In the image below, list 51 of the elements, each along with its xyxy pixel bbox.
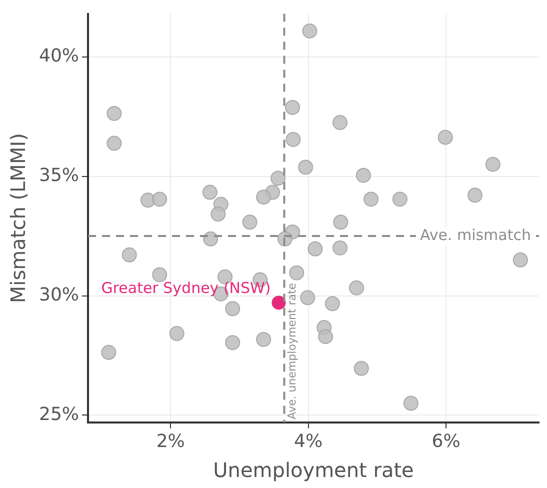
point bbox=[285, 100, 300, 115]
point bbox=[289, 265, 304, 280]
point bbox=[106, 136, 122, 151]
y-tick-label: 30% bbox=[38, 284, 80, 306]
point bbox=[300, 290, 316, 306]
point bbox=[225, 301, 240, 316]
point bbox=[242, 214, 258, 230]
point bbox=[256, 332, 272, 347]
x-tick-label: 6% bbox=[432, 430, 460, 452]
point bbox=[298, 160, 314, 175]
point bbox=[169, 326, 184, 342]
ref-line-label: Ave. unemployment rate bbox=[286, 282, 299, 420]
point bbox=[349, 280, 364, 296]
point bbox=[286, 132, 301, 147]
y-tick-label: 40% bbox=[38, 45, 80, 66]
point bbox=[225, 335, 240, 350]
x-tick-label: 2% bbox=[156, 430, 185, 452]
point bbox=[403, 396, 418, 411]
point bbox=[467, 188, 482, 203]
point bbox=[392, 192, 408, 207]
point bbox=[363, 192, 378, 207]
point bbox=[438, 130, 453, 145]
point bbox=[210, 206, 226, 222]
point bbox=[356, 168, 371, 183]
point bbox=[152, 192, 168, 207]
point bbox=[308, 241, 323, 256]
point bbox=[485, 156, 500, 172]
point bbox=[152, 267, 168, 282]
point bbox=[256, 190, 272, 205]
point bbox=[202, 184, 218, 200]
point bbox=[333, 214, 348, 230]
point bbox=[354, 360, 369, 376]
point bbox=[106, 106, 122, 121]
point bbox=[318, 329, 334, 344]
point bbox=[122, 247, 137, 262]
point bbox=[332, 115, 348, 130]
y-axis-title: Mismatch (LMMI) bbox=[6, 133, 30, 304]
point bbox=[272, 296, 286, 310]
ref-line-label: Ave. mismatch bbox=[420, 226, 531, 244]
point bbox=[203, 231, 218, 246]
y-tick-label: 35% bbox=[38, 164, 80, 186]
series-label: Greater Sydney (NSW) bbox=[101, 279, 271, 298]
point bbox=[270, 170, 286, 186]
point bbox=[512, 252, 528, 268]
point bbox=[332, 240, 348, 256]
y-tick-label: 25% bbox=[38, 404, 80, 425]
x-axis-title: Unemployment rate bbox=[213, 458, 414, 482]
point bbox=[302, 24, 318, 39]
point bbox=[324, 296, 340, 312]
x-tick-label: 4% bbox=[294, 430, 323, 452]
point bbox=[101, 344, 116, 360]
